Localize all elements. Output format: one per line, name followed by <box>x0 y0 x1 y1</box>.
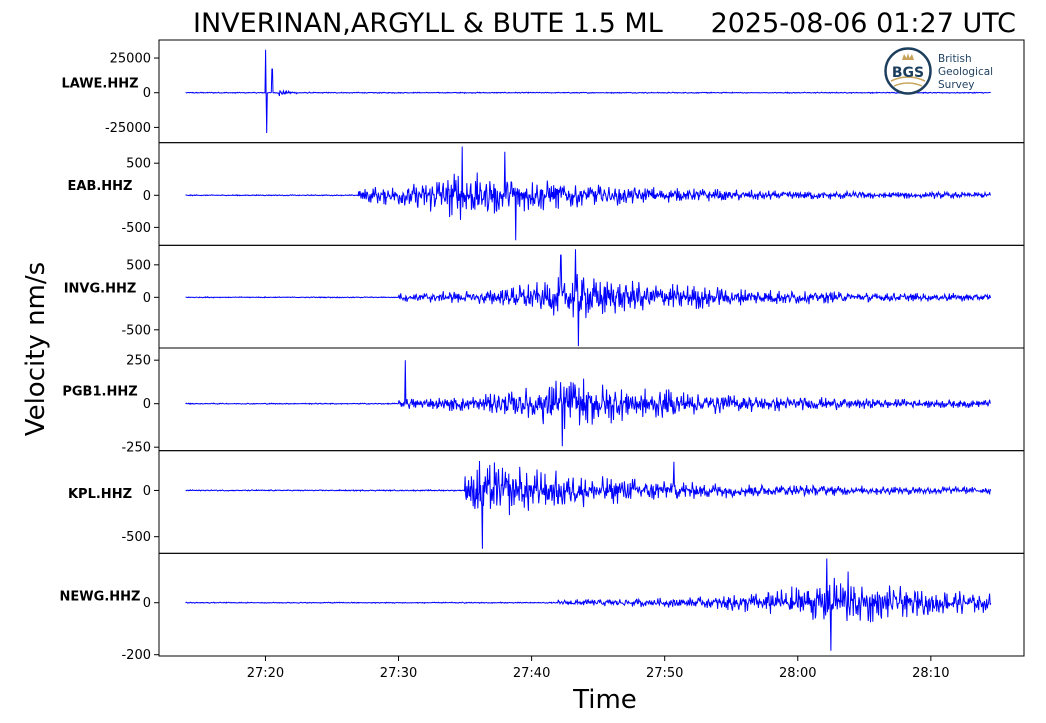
panel-pgb1-hhz: PGB1.HHZ 250 0 -250 <box>62 347 1025 456</box>
trace-panels: LAWE.HHZ250000-25000EAB.HHZ5000-500INVG.… <box>60 39 1025 663</box>
panel-lawe-hhz: LAWE.HHZ 25000 0 -25000 <box>61 39 1025 144</box>
x-tick-label: 27:30 <box>380 666 417 681</box>
y-axis-label: Velocity nm/s <box>21 262 51 436</box>
y-tick-label: -200 <box>121 648 151 663</box>
bgs-logo-line3: Survey <box>938 79 975 91</box>
waveform-trace <box>185 249 992 347</box>
y-tick-label: 0 <box>143 291 151 306</box>
x-tick-label: 27:40 <box>513 666 550 681</box>
panel-eab-hhz: EAB.HHZ 500 0 -500 <box>68 142 1025 246</box>
y-tick-label: -250 <box>121 441 151 456</box>
x-axis-label: Time <box>572 685 637 715</box>
y-tick-label: -25000 <box>105 121 151 136</box>
x-tick-label: 28:10 <box>912 666 949 681</box>
y-tick-label: 0 <box>143 596 151 611</box>
waveform-trace <box>185 49 991 134</box>
waveform-trace <box>185 558 992 651</box>
waveform-trace <box>185 146 992 241</box>
chart-title-datetime: 2025-08-06 01:27 UTC <box>711 8 1016 39</box>
panel-frame <box>158 450 1025 554</box>
x-tick-label: 27:50 <box>646 666 683 681</box>
waveform-trace <box>185 360 991 447</box>
bgs-logo-field-icon-2 <box>893 82 923 87</box>
y-tick-label: 0 <box>143 86 151 101</box>
panel-newg-hhz: NEWG.HHZ 0 -200 <box>60 552 1025 663</box>
x-axis-ticks: 27:20 27:30 27:40 27:50 28:00 28:10 <box>247 656 950 681</box>
bgs-logo-abbrev: BGS <box>892 65 924 81</box>
y-tick-label: 0 <box>143 397 151 412</box>
bgs-logo-field-icon <box>890 76 926 82</box>
station-label: LAWE.HHZ <box>61 76 138 91</box>
y-tick-label: 25000 <box>110 52 151 67</box>
x-tick-label: 28:00 <box>779 666 816 681</box>
y-tick-label: 0 <box>143 189 151 204</box>
panel-frame <box>158 552 1025 657</box>
station-label: KPL.HHZ <box>68 487 132 502</box>
chart-title-event: INVERINAN,ARGYLL & BUTE 1.5 ML <box>193 8 663 39</box>
panel-kpl-hhz: KPL.HHZ 0 -500 <box>68 450 1025 554</box>
y-tick-label: -500 <box>121 323 151 338</box>
panel-invg-hhz: INVG.HHZ 500 0 -500 <box>64 244 1025 349</box>
y-tick-label: -500 <box>121 530 151 545</box>
y-tick-label: 250 <box>126 354 151 369</box>
bgs-logo: BGS British Geological Survey <box>884 47 993 95</box>
y-tick-label: 500 <box>126 258 151 273</box>
y-tick-label: -500 <box>121 221 151 236</box>
x-tick-label: 27:20 <box>247 666 284 681</box>
y-tick-label: 0 <box>143 484 151 499</box>
station-label: NEWG.HHZ <box>60 590 141 605</box>
bgs-logo-ring-icon <box>884 47 932 95</box>
y-tick-label: 500 <box>126 157 151 172</box>
bgs-logo-crown-icon <box>902 53 914 60</box>
bgs-logo-line2: Geological <box>938 66 993 78</box>
bgs-logo-line1: British <box>938 53 972 65</box>
station-label: INVG.HHZ <box>64 282 137 297</box>
station-label: PGB1.HHZ <box>62 384 137 399</box>
waveform-trace <box>185 460 992 549</box>
station-label: EAB.HHZ <box>68 179 133 194</box>
